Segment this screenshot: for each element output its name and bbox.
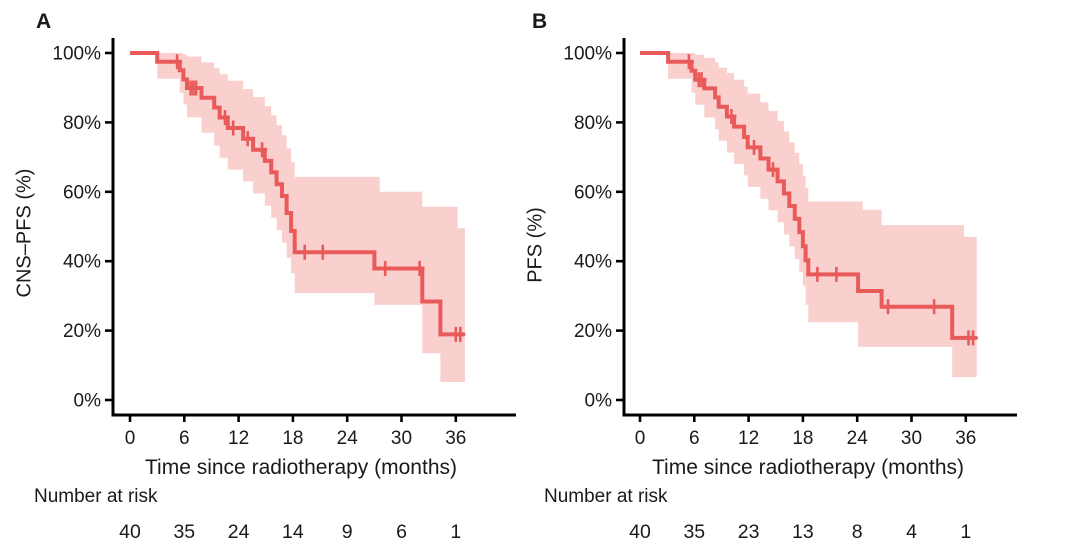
panel-b-number-at-risk-label: Number at risk xyxy=(544,486,668,507)
risk-count: 8 xyxy=(852,521,863,543)
risk-count: 35 xyxy=(683,521,705,543)
y-tick-label: 40% xyxy=(63,252,101,273)
km-survival-curve xyxy=(640,51,977,340)
x-tick-label: 6 xyxy=(179,428,190,449)
risk-count: 4 xyxy=(906,521,917,543)
risk-count: 6 xyxy=(396,521,407,543)
y-tick-label: 40% xyxy=(574,252,612,273)
x-tick-label: 18 xyxy=(792,428,813,449)
risk-count: 23 xyxy=(738,521,760,543)
confidence-band xyxy=(157,53,465,382)
panel-b-y-axis-title: PFS (%) xyxy=(524,207,547,283)
x-tick-label: 0 xyxy=(125,428,136,449)
panel-a-label: A xyxy=(36,10,52,33)
y-tick-label: 0% xyxy=(585,391,613,412)
y-tick-label: 80% xyxy=(574,113,612,134)
risk-count: 40 xyxy=(119,521,141,543)
x-tick-label: 0 xyxy=(635,428,646,449)
y-tick-label: 80% xyxy=(63,113,101,134)
panel-a-x-axis-title: Time since radiotherapy (months) xyxy=(144,456,458,479)
x-tick-label: 12 xyxy=(228,428,249,449)
x-tick-label: 36 xyxy=(445,428,466,449)
risk-count: 35 xyxy=(173,521,195,543)
x-tick-label: 24 xyxy=(337,428,359,449)
risk-count: 1 xyxy=(450,521,461,543)
confidence-band xyxy=(668,53,977,378)
x-tick-label: 36 xyxy=(955,428,976,449)
risk-count: 13 xyxy=(792,521,814,543)
axes xyxy=(622,38,1017,417)
panel-a-number-at-risk-label: Number at risk xyxy=(34,486,158,507)
x-tick-label: 12 xyxy=(738,428,759,449)
panel-a-y-axis-title: CNS–PFS (%) xyxy=(13,168,36,298)
y-tick-label: 100% xyxy=(52,44,101,65)
panel-b-label: B xyxy=(532,10,548,33)
y-tick-label: 60% xyxy=(574,182,612,203)
km-chart-pfs: 100% 80% 60% 40% 20% 0% 0 40 6 35 12 23 18 13 24 8 30 4 36… xyxy=(563,38,1017,543)
x-tick-label: 30 xyxy=(391,428,412,449)
x-tick-label: 18 xyxy=(282,428,303,449)
risk-count: 24 xyxy=(228,521,250,543)
x-tick-label: 6 xyxy=(689,428,700,449)
risk-count: 40 xyxy=(629,521,651,543)
panel-b-x-axis-title: Time since radiotherapy (months) xyxy=(651,456,965,479)
risk-count: 9 xyxy=(342,521,353,543)
risk-count: 1 xyxy=(960,521,971,543)
risk-count: 14 xyxy=(282,521,304,543)
y-tick-label: 60% xyxy=(63,182,101,203)
x-tick-label: 30 xyxy=(901,428,922,449)
y-tick-label: 20% xyxy=(63,321,101,342)
km-chart-cns-pfs: 100% 80% 60% 40% 20% 0% 0 40 6 35 12 24 18 14 24 9 30 6 36… xyxy=(52,38,516,543)
axes xyxy=(111,38,516,417)
y-tick-label: 100% xyxy=(563,44,612,65)
y-tick-label: 20% xyxy=(574,321,612,342)
y-tick-label: 0% xyxy=(74,391,102,412)
x-tick-label: 24 xyxy=(847,428,869,449)
